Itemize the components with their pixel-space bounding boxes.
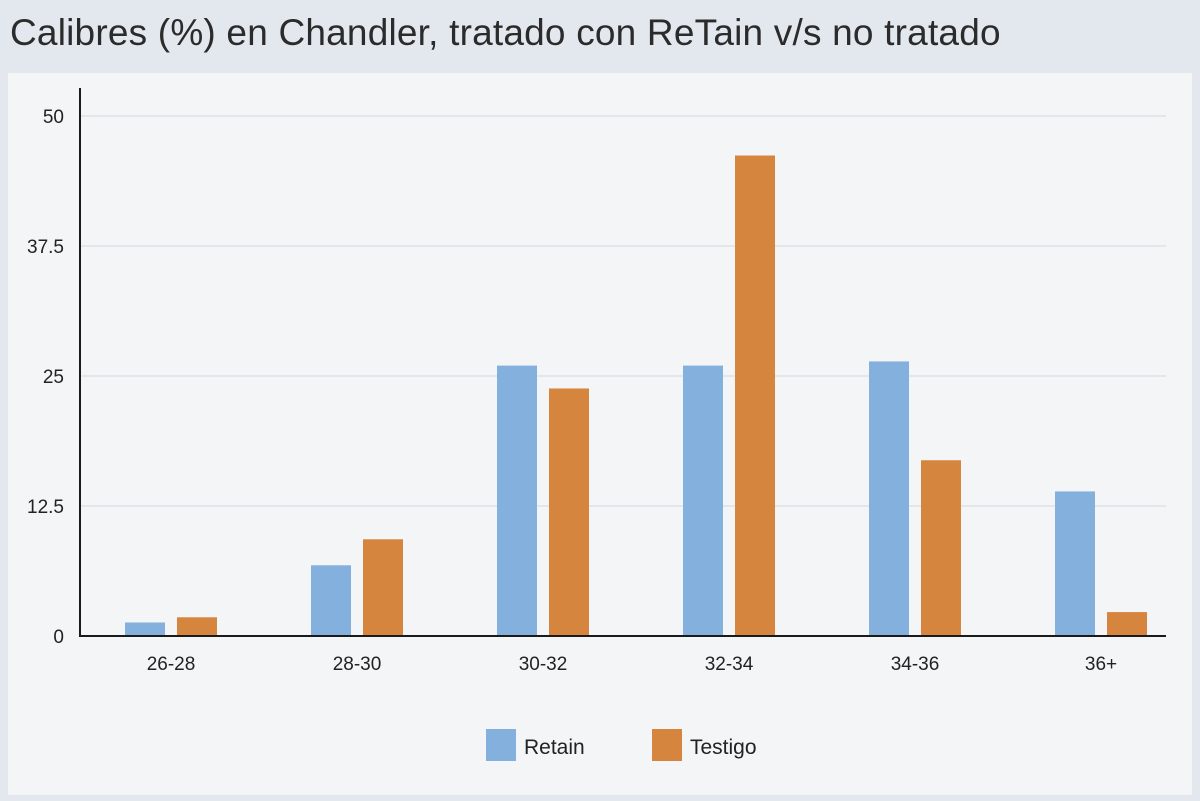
bar-testigo-34-36 [921,460,961,636]
chart-title: Calibres (%) en Chandler, tratado con Re… [10,12,1001,53]
bar-testigo-28-30 [363,539,403,636]
legend-label-testigo: Testigo [690,736,757,759]
chart-panel [8,73,1192,795]
x-tick-label: 30-32 [519,654,568,675]
bar-testigo-30-32 [549,388,589,636]
y-tick-label: 25 [43,367,64,388]
x-tick-label: 34-36 [891,654,940,675]
bar-retain-26-28 [125,622,165,636]
x-tick-label: 32-34 [705,654,754,675]
bar-retain-28-30 [311,565,351,636]
y-tick-label: 50 [43,107,64,128]
y-tick-label: 12.5 [27,497,64,518]
y-tick-label: 37.5 [27,237,64,258]
bar-retain-34-36 [869,361,909,636]
y-tick-label: 0 [53,627,64,648]
bar-testigo-36+ [1107,612,1147,636]
x-tick-label: 28-30 [333,654,382,675]
legend-label-retain: Retain [524,736,585,759]
x-tick-label: 36+ [1085,654,1117,675]
bar-retain-36+ [1055,491,1095,636]
bar-testigo-32-34 [735,155,775,636]
legend-swatch-retain [486,729,516,761]
bar-retain-30-32 [497,365,537,636]
legend-swatch-testigo [652,729,682,761]
x-tick-label: 26-28 [147,654,196,675]
bar-retain-32-34 [683,365,723,636]
bar-testigo-26-28 [177,617,217,636]
